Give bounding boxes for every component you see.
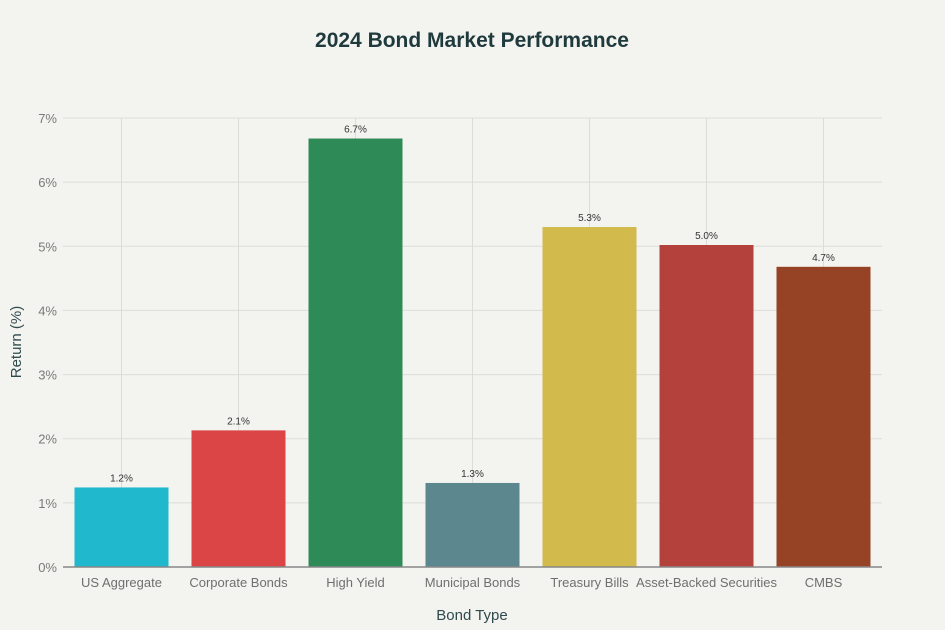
x-tick-label: Asset-Backed Securities [636,575,777,590]
y-axis-label: Return (%) [8,306,25,379]
data-label: 4.7% [812,253,835,264]
bar-high-yield [308,138,403,568]
data-label: 5.3% [578,213,601,224]
bar-treasury-bills [542,227,637,568]
bar-us-aggregate [74,487,169,567]
x-tick-label: CMBS [805,575,843,590]
bar-asset-backed-securities [659,245,754,567]
bar-municipal-bonds [425,482,520,567]
x-tick-label: Corporate Bonds [189,575,288,590]
y-tick-label: 2% [38,432,57,447]
x-axis-label: Bond Type [436,607,507,624]
x-tick-label: Municipal Bonds [425,575,521,590]
data-label: 2.1% [227,416,250,427]
bar-corporate-bonds [191,430,286,567]
y-tick-label: 3% [38,368,57,383]
y-tick-label: 0% [38,560,57,575]
y-tick-label: 6% [38,175,57,190]
data-label: 1.2% [110,473,133,484]
y-tick-label: 5% [38,239,57,254]
x-tick-label: US Aggregate [81,575,162,590]
data-label: 6.7% [344,125,367,136]
x-tick-label: High Yield [326,575,385,590]
data-label: 5.0% [695,231,718,242]
data-label: 1.3% [461,469,484,480]
x-tick-label: Treasury Bills [550,575,629,590]
y-tick-label: 7% [38,111,57,126]
y-tick-label: 4% [38,303,57,318]
bar-cmbs [776,266,871,567]
y-tick-label: 1% [38,496,57,511]
chart-title: 2024 Bond Market Performance [315,29,629,52]
